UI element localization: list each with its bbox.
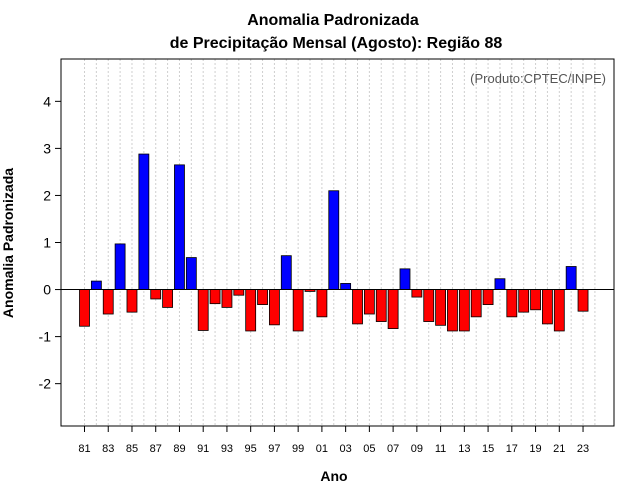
y-tick-label: 4 — [43, 93, 51, 109]
bar-87 — [150, 289, 162, 300]
x-axis: 81 83 85 87 89 91 93 95 97 99 01 03 05 07 09 11 13 15 17 19… — [78, 426, 589, 455]
x-axis-label: Ano — [320, 468, 347, 484]
bar-16 — [494, 278, 506, 290]
bar-10 — [423, 289, 435, 322]
bar-04 — [352, 289, 363, 325]
y-tick-label: 0 — [43, 282, 51, 298]
bar-23 — [577, 289, 589, 312]
credit-text: (Produto:CPTEC/INPE) — [470, 71, 606, 86]
bar-02 — [328, 190, 340, 290]
bar-15 — [482, 289, 494, 306]
x-tick-label: 89 — [173, 443, 185, 455]
x-tick-label: 85 — [126, 443, 138, 455]
y-axis: -2 -1 0 1 2 3 4 — [39, 93, 61, 392]
bar-82 — [90, 280, 102, 290]
y-tick-label: 2 — [43, 187, 51, 203]
y-tick-label: -1 — [39, 329, 52, 345]
bar-18 — [518, 289, 530, 313]
x-tick-label: 81 — [78, 443, 90, 455]
bar-90 — [185, 257, 197, 290]
x-tick-label: 17 — [506, 443, 518, 455]
x-tick-label: 87 — [150, 443, 162, 455]
x-tick-label: 07 — [387, 443, 399, 455]
bar-08 — [399, 268, 411, 290]
bar-83 — [102, 289, 114, 315]
x-tick-label: 83 — [102, 443, 114, 455]
bar-81 — [79, 289, 90, 327]
bar-05 — [363, 289, 375, 315]
bar-85 — [126, 289, 138, 313]
bar-91 — [197, 289, 209, 331]
x-tick-label: 97 — [268, 443, 280, 455]
bar-86 — [138, 153, 150, 290]
bar-89 — [174, 164, 185, 290]
y-tick-label: 3 — [43, 140, 51, 156]
x-tick-label: 21 — [553, 443, 565, 455]
bar-12 — [447, 289, 458, 332]
bar-14 — [470, 289, 482, 318]
bar-94 — [233, 289, 245, 296]
grid — [84, 59, 596, 426]
bar-13 — [458, 289, 470, 332]
x-tick-label: 03 — [340, 443, 352, 455]
bar-98 — [280, 255, 292, 290]
bar-95 — [245, 289, 257, 332]
bar-20 — [542, 289, 553, 325]
x-tick-label: 19 — [529, 443, 541, 455]
bar-09 — [411, 289, 423, 298]
bar-21 — [553, 289, 565, 332]
x-tick-label: 13 — [458, 443, 470, 455]
x-tick-label: 09 — [411, 443, 423, 455]
y-axis-label: Anomalia Padronizada — [0, 168, 16, 318]
bars — [79, 153, 589, 332]
chart-title-line1: Anomalia Padronizada — [247, 12, 419, 29]
bar-92 — [209, 289, 221, 305]
bar-11 — [435, 289, 447, 326]
x-tick-label: 23 — [577, 443, 589, 455]
bar-93 — [221, 289, 233, 308]
bar-17 — [506, 289, 518, 318]
bar-07 — [387, 289, 399, 330]
x-tick-label: 99 — [292, 443, 304, 455]
y-tick-label: 1 — [43, 235, 51, 251]
x-tick-label: 91 — [197, 443, 209, 455]
bar-22 — [565, 266, 577, 290]
bar-01 — [316, 289, 328, 318]
y-tick-label: -2 — [39, 376, 52, 392]
x-tick-label: 95 — [245, 443, 257, 455]
x-tick-label: 93 — [221, 443, 233, 455]
chart-title-line2: de Precipitação Mensal (Agosto): Região … — [170, 35, 503, 52]
bar-03 — [340, 283, 352, 290]
bar-19 — [530, 289, 541, 311]
x-tick-label: 15 — [482, 443, 494, 455]
x-tick-label: 05 — [363, 443, 375, 455]
bar-99 — [292, 289, 304, 332]
bar-84 — [114, 243, 126, 290]
bar-88 — [162, 289, 173, 308]
x-tick-label: 01 — [316, 443, 328, 455]
bar-96 — [257, 289, 268, 306]
bar-06 — [375, 289, 387, 322]
x-tick-label: 11 — [435, 443, 446, 455]
bar-97 — [269, 289, 280, 326]
